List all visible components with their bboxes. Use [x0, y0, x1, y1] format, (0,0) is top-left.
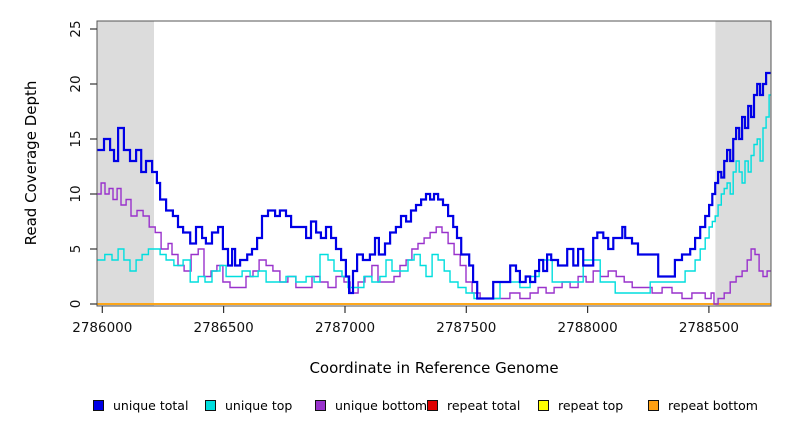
x-tick-label: 2787500 [436, 320, 496, 336]
series-line-unique-top [97, 94, 771, 300]
x-tick-label: 2788500 [679, 320, 739, 336]
y-axis-title: Read Coverage Depth [22, 80, 40, 246]
y-tick-label: 20 [68, 75, 84, 92]
series-line-unique-bottom [97, 182, 771, 305]
y-tick-label: 25 [68, 20, 84, 37]
x-axis-title: Coordinate in Reference Genome [309, 359, 559, 377]
highlight-band [97, 21, 154, 306]
plot-border [96, 20, 772, 307]
x-tick-label: 2787000 [315, 320, 375, 336]
y-tick-label: 15 [68, 130, 84, 147]
y-tick-label: 0 [68, 300, 84, 309]
x-tick-label: 2788000 [558, 320, 618, 336]
y-tick-label: 5 [68, 245, 84, 254]
x-tick-label: 2786500 [194, 320, 254, 336]
series-line-unique-total [97, 71, 771, 300]
x-tick-label: 2786000 [72, 320, 132, 336]
y-tick-label: 10 [68, 185, 84, 202]
